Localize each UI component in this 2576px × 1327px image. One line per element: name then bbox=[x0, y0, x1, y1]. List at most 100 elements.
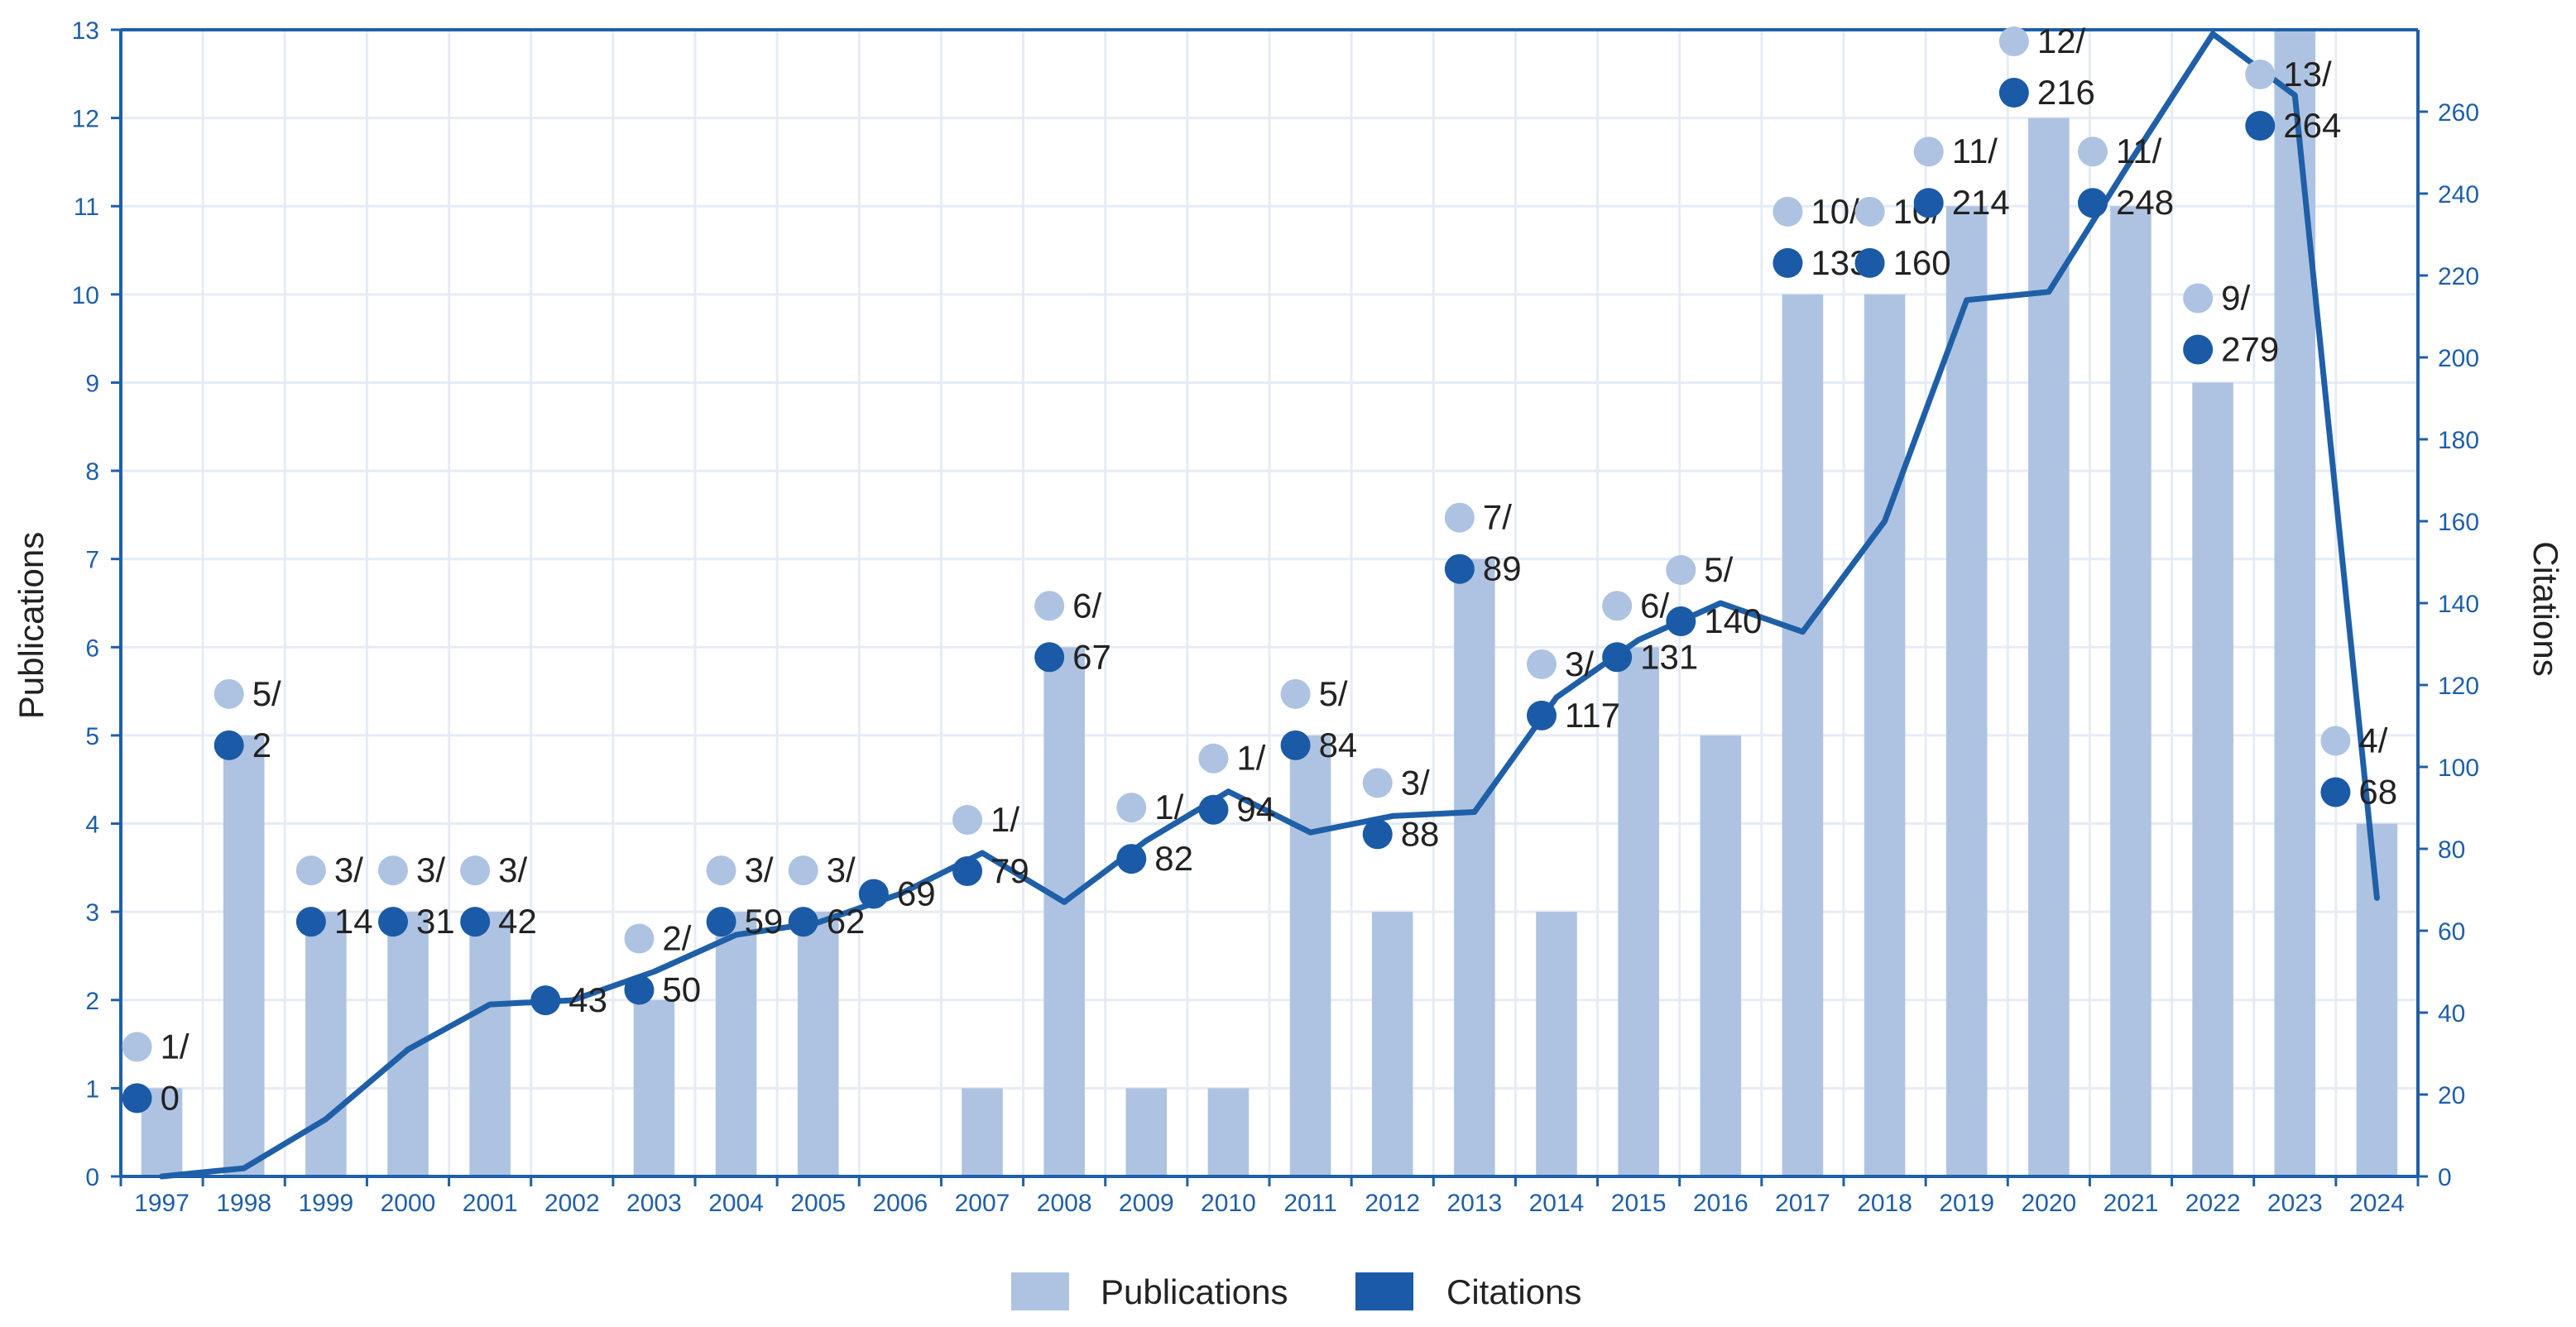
y2-tick-label: 260 bbox=[2438, 99, 2479, 127]
bar-2015 bbox=[1618, 647, 1659, 1176]
pub-marker bbox=[1034, 591, 1065, 621]
cit-marker bbox=[1666, 606, 1696, 636]
x-tick-label: 2001 bbox=[463, 1190, 518, 1217]
pub-label: 3/ bbox=[498, 850, 527, 889]
x-tick-label: 2013 bbox=[1446, 1190, 1502, 1217]
data-label-2011: 5/84 bbox=[1280, 674, 1357, 764]
bar-1999 bbox=[305, 912, 347, 1176]
y2-tick-label: 100 bbox=[2438, 755, 2479, 782]
pub-label: 1/ bbox=[991, 800, 1019, 839]
legend-citations-label: Citations bbox=[1446, 1272, 1581, 1311]
data-label-2021: 11/248 bbox=[2078, 132, 2174, 222]
cit-marker bbox=[1362, 819, 1393, 850]
pub-marker bbox=[460, 855, 491, 886]
data-label-2003: 2/50 bbox=[624, 919, 701, 1009]
x-tick-label: 1997 bbox=[134, 1190, 189, 1217]
cit-marker bbox=[122, 1083, 152, 1114]
cit-label: 31 bbox=[416, 902, 455, 941]
pub-marker bbox=[788, 855, 818, 886]
pub-marker bbox=[1280, 678, 1311, 709]
data-label-1997: 1/0 bbox=[122, 1027, 189, 1117]
pub-label: 5/ bbox=[252, 674, 281, 713]
pub-label: 9/ bbox=[2221, 278, 2250, 317]
x-tick-label: 2015 bbox=[1611, 1190, 1667, 1217]
y2-tick-label: 80 bbox=[2438, 836, 2465, 864]
y-tick-label: 1 bbox=[85, 1075, 99, 1103]
pub-marker bbox=[1444, 502, 1475, 533]
y2-tick-label: 20 bbox=[2438, 1082, 2465, 1109]
x-tick-label: 2006 bbox=[872, 1190, 928, 1217]
pub-label: 11/ bbox=[2116, 132, 2162, 170]
x-tick-label: 2018 bbox=[1857, 1190, 1912, 1217]
bar-2007 bbox=[962, 1088, 1003, 1176]
pub-label: 6/ bbox=[1072, 586, 1101, 625]
pub-label: 2/ bbox=[662, 919, 691, 958]
cit-label: 89 bbox=[1483, 549, 1522, 588]
pub-marker bbox=[122, 1032, 152, 1062]
bar-2009 bbox=[1125, 1088, 1168, 1176]
data-label-2016: 5/140 bbox=[1666, 550, 1762, 640]
cit-label: 42 bbox=[498, 902, 537, 941]
x-tick-label: 2002 bbox=[544, 1190, 600, 1217]
x-tick-label: 2007 bbox=[955, 1190, 1010, 1217]
grid bbox=[121, 28, 2418, 1178]
cit-label: 0 bbox=[161, 1078, 180, 1117]
cit-label: 216 bbox=[2037, 73, 2095, 112]
y2-tick-label: 240 bbox=[2438, 181, 2479, 208]
cit-marker bbox=[1602, 642, 1633, 673]
y-tick-label: 3 bbox=[85, 899, 99, 927]
cit-marker bbox=[378, 907, 408, 937]
pub-label: 1/ bbox=[161, 1027, 189, 1066]
pub-label: 5/ bbox=[1319, 674, 1348, 713]
x-tick-label: 1998 bbox=[216, 1190, 271, 1217]
data-label-2009: 1/82 bbox=[1116, 788, 1193, 878]
data-label-2010: 1/94 bbox=[1198, 739, 1275, 829]
pub-label: 7/ bbox=[1483, 498, 1512, 537]
cit-label: 82 bbox=[1154, 839, 1193, 878]
bar-2012 bbox=[1371, 912, 1413, 1176]
legend-citations-swatch bbox=[1355, 1272, 1413, 1310]
x-tick-label: 2005 bbox=[790, 1190, 846, 1217]
bar-2003 bbox=[633, 999, 675, 1176]
x-tick-label: 2008 bbox=[1037, 1190, 1092, 1217]
pub-label: 3/ bbox=[416, 850, 445, 889]
axes: 0123456789101112130204060801001201401601… bbox=[72, 17, 2479, 1217]
pub-label: 3/ bbox=[745, 850, 774, 889]
pub-marker bbox=[1602, 591, 1633, 621]
data-label-2017: 10/133 bbox=[1772, 192, 1869, 282]
cit-marker bbox=[1772, 247, 1803, 278]
bar-2022 bbox=[2192, 382, 2233, 1176]
cit-label: 160 bbox=[1893, 243, 1951, 282]
cit-label: 59 bbox=[745, 902, 784, 941]
pub-marker bbox=[2078, 137, 2108, 167]
bar-2008 bbox=[1043, 647, 1085, 1176]
cit-label: 14 bbox=[334, 902, 373, 941]
cit-marker bbox=[213, 730, 244, 760]
y-tick-label: 5 bbox=[85, 723, 99, 750]
data-label-2004: 3/59 bbox=[706, 850, 784, 941]
pub-marker bbox=[213, 678, 244, 709]
x-tick-label: 2023 bbox=[2267, 1190, 2323, 1217]
cit-marker bbox=[1280, 730, 1311, 760]
y-tick-label: 11 bbox=[74, 194, 99, 221]
bar-2004 bbox=[715, 912, 757, 1176]
y2-tick-label: 60 bbox=[2438, 918, 2465, 946]
cit-marker bbox=[706, 907, 736, 937]
cit-marker bbox=[460, 907, 491, 937]
data-label-2014: 3/117 bbox=[1527, 644, 1620, 735]
y-tick-label: 0 bbox=[85, 1164, 99, 1191]
pub-label: 3/ bbox=[334, 850, 363, 889]
x-tick-label: 2016 bbox=[1693, 1190, 1749, 1217]
data-label-2002: 43 bbox=[530, 980, 607, 1019]
cit-label: 279 bbox=[2221, 329, 2279, 368]
pub-marker bbox=[952, 804, 982, 835]
legend-publications-swatch bbox=[1011, 1272, 1069, 1310]
data-label-2013: 7/89 bbox=[1444, 498, 1522, 588]
bar-2018 bbox=[1864, 294, 1906, 1176]
x-tick-label: 1999 bbox=[298, 1190, 353, 1217]
cit-marker bbox=[1913, 188, 1944, 218]
cit-marker bbox=[1854, 247, 1885, 278]
cit-marker bbox=[858, 879, 889, 909]
cit-label: 79 bbox=[991, 851, 1029, 890]
